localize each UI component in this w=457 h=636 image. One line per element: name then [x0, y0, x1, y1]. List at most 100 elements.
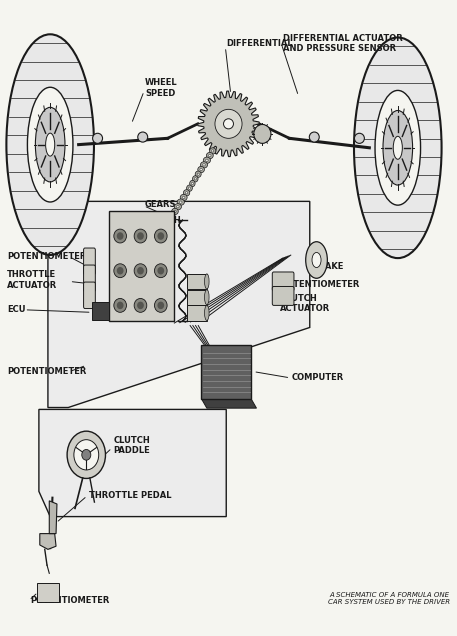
Polygon shape: [198, 91, 259, 156]
Ellipse shape: [177, 199, 184, 205]
Ellipse shape: [154, 243, 156, 245]
Ellipse shape: [375, 90, 420, 205]
Ellipse shape: [215, 109, 242, 138]
Ellipse shape: [194, 177, 196, 180]
Ellipse shape: [46, 133, 55, 156]
Ellipse shape: [35, 107, 65, 182]
Bar: [37, 583, 59, 602]
Ellipse shape: [355, 134, 364, 143]
Text: GEARS: GEARS: [145, 200, 176, 209]
Ellipse shape: [159, 233, 162, 236]
Bar: [187, 274, 207, 289]
Bar: [187, 305, 207, 321]
Ellipse shape: [117, 232, 123, 240]
Ellipse shape: [150, 247, 153, 250]
Ellipse shape: [134, 264, 147, 278]
Text: DIFFERENTIAL ACTUATOR
AND PRESSURE SENSOR: DIFFERENTIAL ACTUATOR AND PRESSURE SENSO…: [283, 34, 403, 53]
Text: COMPUTER: COMPUTER: [292, 373, 344, 382]
Ellipse shape: [157, 301, 164, 309]
Ellipse shape: [306, 242, 327, 279]
Ellipse shape: [154, 236, 161, 242]
Ellipse shape: [180, 195, 187, 200]
Ellipse shape: [67, 431, 106, 478]
Ellipse shape: [165, 225, 167, 226]
Ellipse shape: [354, 38, 441, 258]
Ellipse shape: [157, 267, 164, 275]
Text: POTENTIOMETER: POTENTIOMETER: [281, 280, 360, 289]
Text: CLUTCH
ACTUATOR: CLUTCH ACTUATOR: [281, 294, 331, 313]
Ellipse shape: [137, 232, 144, 240]
Ellipse shape: [168, 219, 170, 222]
Ellipse shape: [393, 136, 402, 159]
Text: CLUTCH
PADDLE: CLUTCH PADDLE: [113, 436, 150, 455]
Ellipse shape: [151, 241, 158, 247]
Ellipse shape: [114, 229, 127, 243]
Text: THROTTLE
ACTUATOR: THROTTLE ACTUATOR: [7, 270, 58, 290]
Ellipse shape: [205, 274, 209, 289]
Polygon shape: [202, 399, 256, 408]
Ellipse shape: [205, 305, 209, 321]
Ellipse shape: [138, 132, 148, 142]
Ellipse shape: [383, 111, 413, 185]
Text: A SCHEMATIC OF A FORMULA ONE
CAR SYSTEM USED BY THE DRIVER: A SCHEMATIC OF A FORMULA ONE CAR SYSTEM …: [328, 592, 450, 605]
Ellipse shape: [197, 173, 199, 176]
Ellipse shape: [148, 245, 155, 252]
Ellipse shape: [82, 450, 91, 460]
Ellipse shape: [203, 164, 205, 166]
Text: BRAKE: BRAKE: [312, 262, 343, 271]
FancyBboxPatch shape: [272, 286, 294, 305]
Ellipse shape: [27, 87, 73, 202]
Ellipse shape: [312, 252, 321, 268]
Ellipse shape: [205, 289, 209, 305]
Text: WHEEL
SPEED: WHEEL SPEED: [145, 78, 178, 97]
Ellipse shape: [223, 119, 234, 129]
Ellipse shape: [180, 201, 182, 204]
Ellipse shape: [162, 229, 165, 231]
Text: THROTTLE PEDAL: THROTTLE PEDAL: [89, 491, 171, 501]
Ellipse shape: [198, 167, 204, 173]
Ellipse shape: [207, 153, 213, 159]
Ellipse shape: [114, 264, 127, 278]
Polygon shape: [49, 501, 57, 534]
Ellipse shape: [160, 227, 166, 233]
Ellipse shape: [154, 229, 167, 243]
Ellipse shape: [137, 301, 144, 309]
Ellipse shape: [177, 205, 179, 208]
Ellipse shape: [208, 155, 211, 156]
Ellipse shape: [134, 298, 147, 312]
Ellipse shape: [212, 150, 214, 152]
Ellipse shape: [154, 298, 167, 312]
Ellipse shape: [166, 218, 172, 224]
Ellipse shape: [164, 222, 169, 228]
Ellipse shape: [309, 132, 319, 142]
FancyBboxPatch shape: [84, 248, 96, 275]
Ellipse shape: [154, 264, 167, 278]
Ellipse shape: [74, 439, 99, 470]
Ellipse shape: [192, 176, 198, 182]
Ellipse shape: [254, 125, 271, 143]
Text: DIFFERENTIAL: DIFFERENTIAL: [226, 39, 293, 48]
Bar: [109, 211, 174, 321]
Ellipse shape: [188, 187, 191, 190]
FancyBboxPatch shape: [84, 265, 96, 291]
Ellipse shape: [201, 162, 207, 168]
Bar: [92, 302, 109, 320]
Ellipse shape: [172, 208, 178, 214]
Ellipse shape: [203, 157, 211, 163]
Bar: [202, 345, 251, 399]
Ellipse shape: [174, 211, 176, 212]
Text: POTENTIOMETER: POTENTIOMETER: [7, 367, 87, 376]
Text: CLUTCH: CLUTCH: [145, 216, 182, 225]
Ellipse shape: [137, 267, 144, 275]
Bar: [187, 289, 207, 305]
Text: ECU: ECU: [7, 305, 26, 314]
FancyBboxPatch shape: [84, 282, 96, 308]
Ellipse shape: [210, 148, 216, 154]
Ellipse shape: [6, 34, 94, 255]
Polygon shape: [39, 410, 226, 516]
FancyBboxPatch shape: [272, 272, 294, 291]
Ellipse shape: [157, 232, 164, 240]
Ellipse shape: [134, 229, 147, 243]
Ellipse shape: [171, 215, 173, 217]
Ellipse shape: [169, 213, 175, 219]
